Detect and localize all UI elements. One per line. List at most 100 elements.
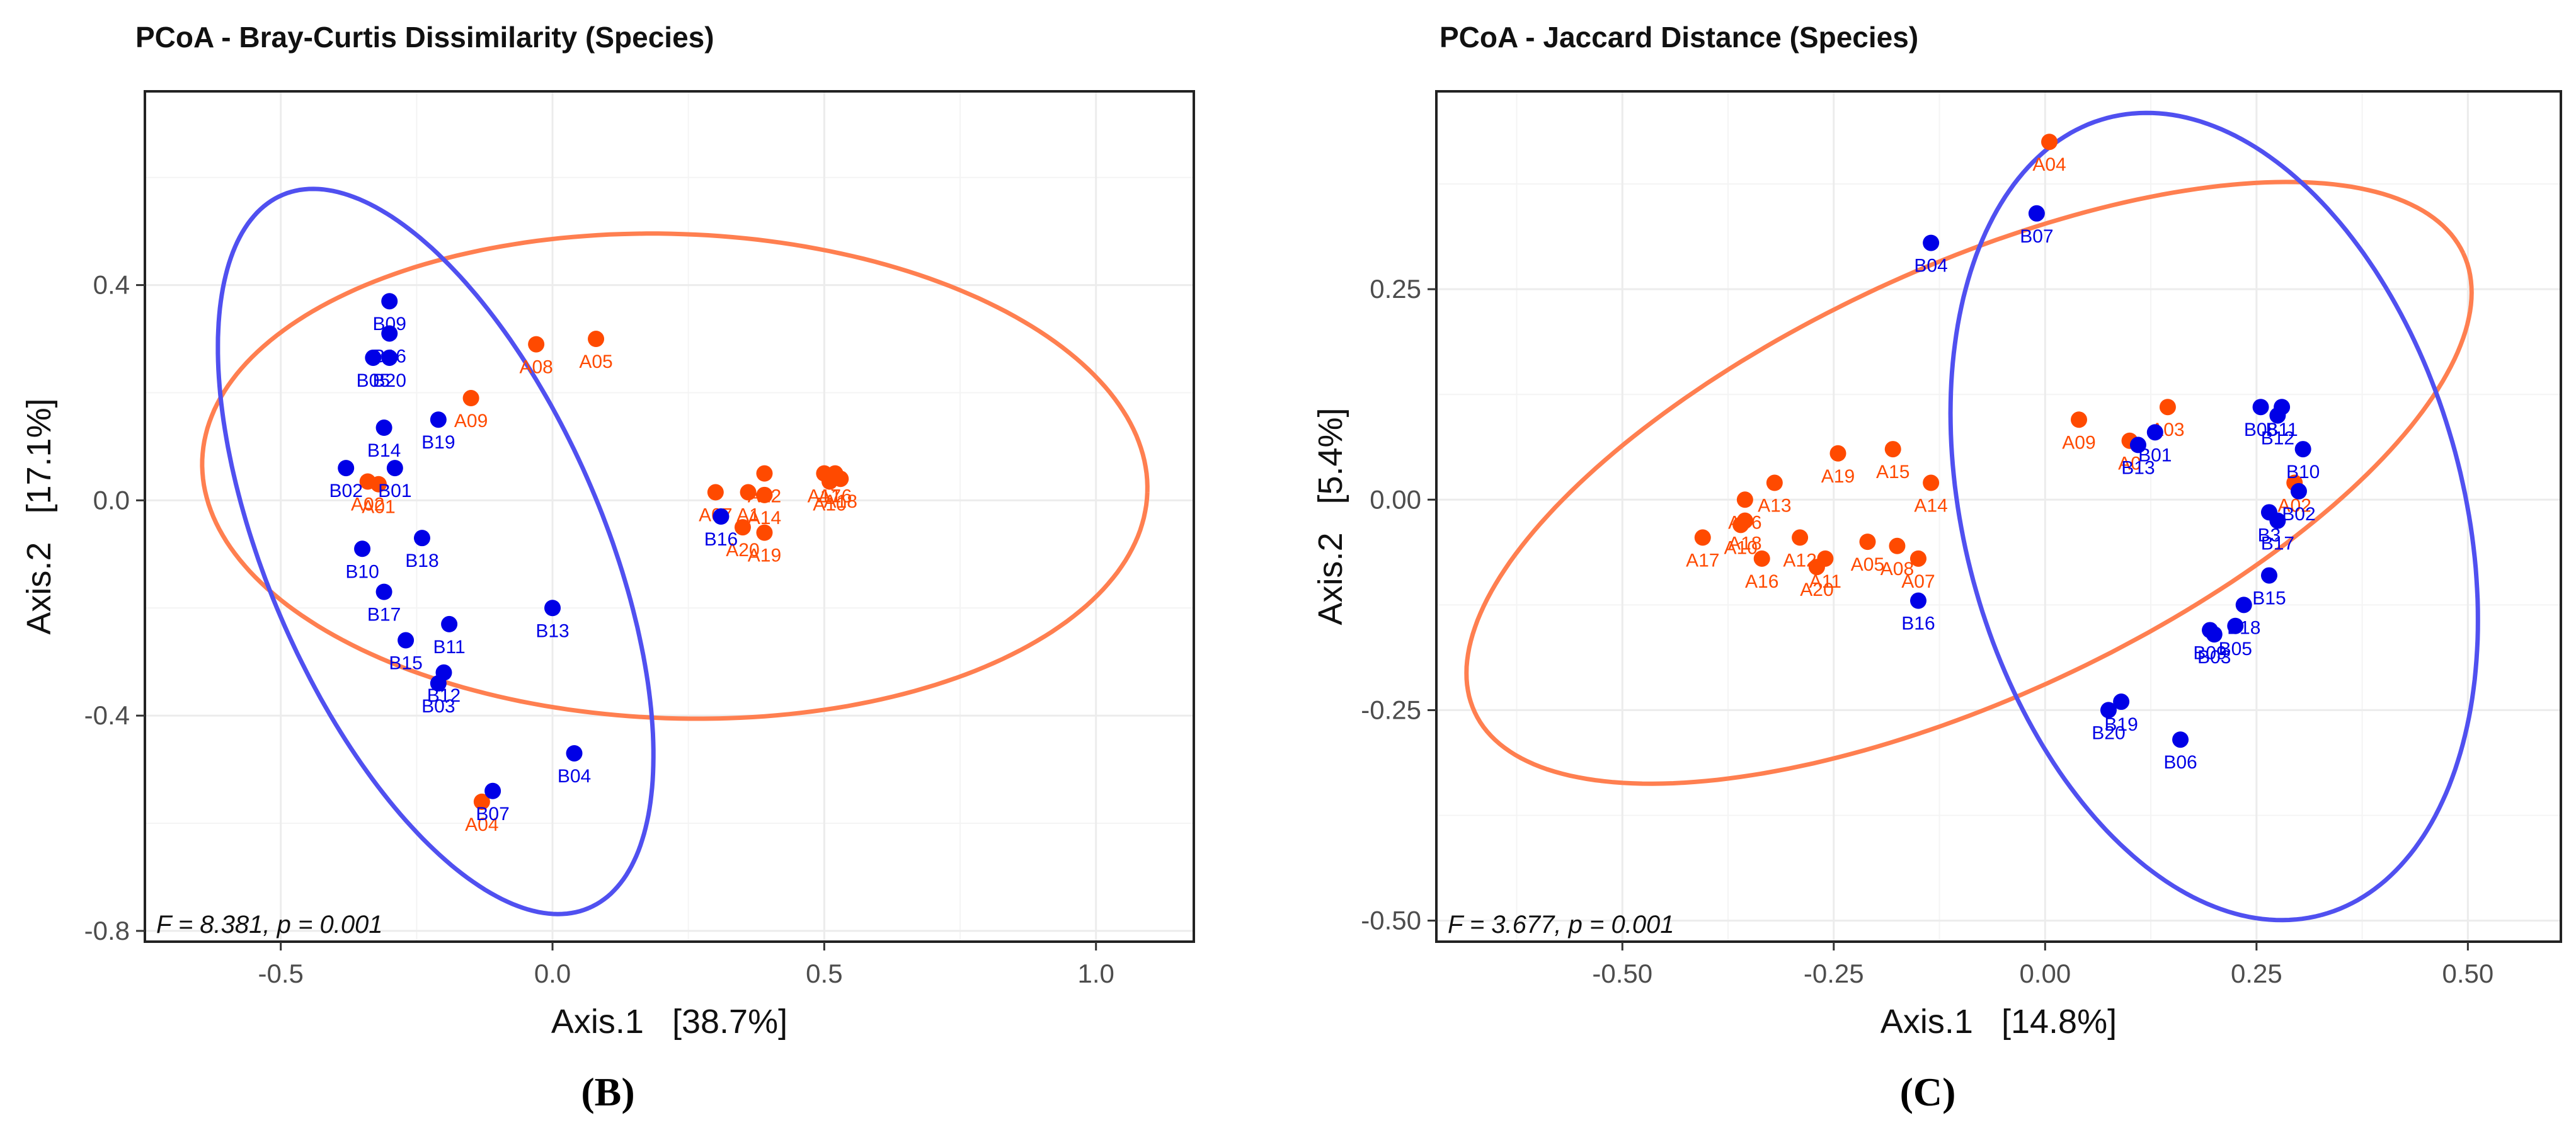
point-label: A20 <box>726 540 759 561</box>
point-label: A09 <box>454 411 488 431</box>
chart-bray-curtis: A08A05A09A02A01A07A12A14A1A20A19A17A16A1… <box>20 21 1195 1114</box>
point-label: B04 <box>1914 256 1947 277</box>
point-a07 <box>707 484 724 501</box>
point-b17 <box>375 583 392 600</box>
ellipse-group-b <box>215 186 656 916</box>
point-b02 <box>338 460 355 477</box>
x-tick-label: 0.0 <box>534 959 571 988</box>
point-label: A13 <box>1758 496 1791 516</box>
point-b11 <box>441 615 458 632</box>
point-b16 <box>713 508 730 525</box>
point-label: B12 <box>2261 428 2294 449</box>
point-label: A09 <box>2062 432 2095 453</box>
point-b01 <box>2146 424 2163 441</box>
point-a12 <box>756 465 773 482</box>
y-axis-label: Axis.2 [5.4%] <box>1312 408 1349 625</box>
point-a09 <box>462 390 479 407</box>
point-b05 <box>365 349 382 366</box>
point-label: A18 <box>824 491 857 512</box>
point-label: A16 <box>1745 571 1778 592</box>
point-label: A19 <box>1821 466 1855 487</box>
point-label: B11 <box>433 637 466 658</box>
point-label: A05 <box>579 351 612 372</box>
point-label: A0 <box>2118 454 2141 474</box>
point-a18 <box>832 471 849 488</box>
point-a10 <box>1732 516 1749 534</box>
point-label: A17 <box>808 486 841 507</box>
y-tick-label: -0.4 <box>84 700 130 730</box>
point-b07 <box>484 782 501 799</box>
panel-label: (B) <box>581 1070 634 1114</box>
point-label: A16 <box>818 486 852 507</box>
point-label: A10 <box>1724 537 1757 558</box>
x-tick-label: 0.5 <box>806 959 842 988</box>
x-tick-label: 0.25 <box>2231 959 2282 988</box>
point-b17 <box>2269 512 2286 529</box>
point-label: B03 <box>421 696 455 717</box>
point-label: B14 <box>367 440 401 461</box>
plot-area: A08A05A09A02A01A07A12A14A1A20A19A17A16A1… <box>145 91 1194 942</box>
y-axis-label: Axis.2 [17.1%] <box>20 398 58 634</box>
point-a09 <box>2071 411 2087 428</box>
point-b06 <box>2172 731 2189 748</box>
point-label: A20 <box>1800 579 1833 600</box>
point-label: A17 <box>1686 550 1719 571</box>
plot-area: A04A03A09A0A19A15A14A13A06A18A10A17A12A0… <box>1436 91 2561 942</box>
point-b13 <box>544 600 561 617</box>
point-label: A18 <box>1728 534 1761 554</box>
point-a08 <box>1889 537 1906 554</box>
point-a16 <box>1753 550 1770 567</box>
point-label: B03 <box>2197 647 2231 668</box>
point-label: A19 <box>748 545 781 566</box>
x-axis-label: Axis.1 [38.7%] <box>551 1003 787 1041</box>
point-a20 <box>734 519 751 536</box>
point-label: A15 <box>1876 462 1909 482</box>
point-a1 <box>740 484 757 501</box>
y-tick-label: -0.8 <box>84 916 130 945</box>
point-b04 <box>1923 234 1940 251</box>
point-a05 <box>1859 534 1876 551</box>
point-b07 <box>2028 205 2045 222</box>
point-label: B02 <box>2282 504 2315 525</box>
point-label: B05 <box>2219 639 2252 659</box>
x-tick-label: 1.0 <box>1078 959 1114 988</box>
point-b10 <box>2294 441 2311 458</box>
point-b19 <box>430 411 447 428</box>
point-label: B16 <box>704 529 738 550</box>
point-label: A05 <box>1851 554 1884 575</box>
point-label: A10 <box>813 494 846 515</box>
point-a04 <box>2041 134 2058 151</box>
point-b03 <box>430 675 447 692</box>
point-a12 <box>1792 529 1809 546</box>
point-label: B17 <box>2261 534 2294 554</box>
point-label: B20 <box>2092 722 2125 743</box>
point-label: B04 <box>558 766 591 787</box>
point-label: A08 <box>1880 559 1914 579</box>
point-label: B17 <box>367 605 401 625</box>
point-label: B13 <box>2121 457 2155 478</box>
point-b12 <box>2269 407 2286 424</box>
y-tick-label: 0.0 <box>93 485 130 515</box>
point-a14 <box>1923 474 1940 491</box>
point-label: B08 <box>2244 419 2277 440</box>
panel-border <box>144 90 1195 943</box>
point-label: A08 <box>519 357 552 378</box>
point-b08 <box>2252 399 2269 416</box>
point-b02 <box>2290 482 2307 499</box>
y-tick-label: 0.00 <box>1370 484 1421 514</box>
point-label: A04 <box>465 814 498 835</box>
point-label: B07 <box>2020 226 2053 247</box>
y-tick-label: 0.25 <box>1370 274 1421 304</box>
point-b05 <box>2227 617 2244 634</box>
point-a04 <box>473 793 490 810</box>
chart-jaccard: A04A03A09A0A19A15A14A13A06A18A10A17A12A0… <box>1312 21 2562 1114</box>
point-label: B15 <box>389 653 422 674</box>
point-label: B01 <box>378 481 411 501</box>
point-label: B10 <box>345 561 379 582</box>
x-tick-label: -0.25 <box>1804 959 1864 988</box>
point-b15 <box>398 632 415 649</box>
point-b03 <box>2206 626 2223 643</box>
y-tick-label: -0.50 <box>1361 906 1421 935</box>
x-axis-label: Axis.1 [14.8%] <box>1880 1003 2117 1041</box>
